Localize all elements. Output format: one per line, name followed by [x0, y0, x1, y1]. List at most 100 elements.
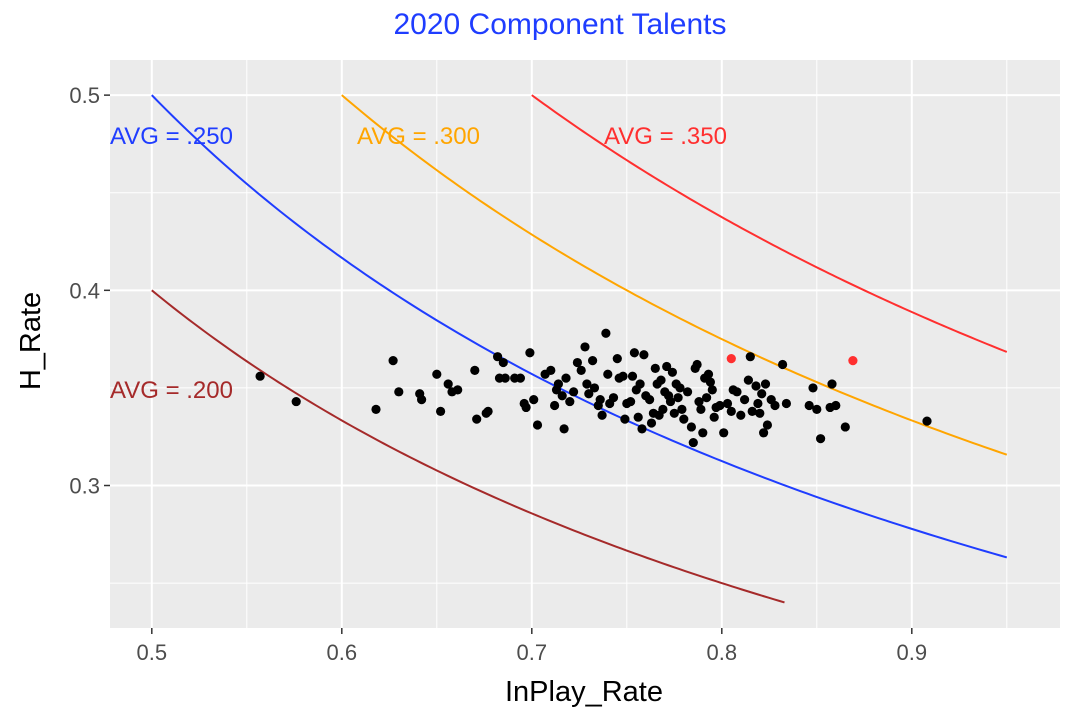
data-point: [637, 424, 647, 434]
data-point: [629, 348, 640, 358]
data-point: [584, 389, 594, 399]
data-point: [665, 396, 676, 407]
data-point: [762, 420, 773, 430]
x-tick-label: 0.6: [327, 640, 358, 665]
data-point: [612, 354, 622, 364]
y-axis-title: H_Rate: [15, 292, 47, 390]
data-point: [719, 428, 729, 438]
data-point: [683, 387, 693, 397]
data-point: [371, 404, 381, 414]
data-point: [620, 414, 630, 424]
data-point: [572, 357, 583, 368]
x-tick-label: 0.5: [137, 640, 168, 665]
data-point: [703, 369, 714, 379]
avg-curve-label: AVG = .200: [110, 377, 233, 404]
data-point: [582, 379, 592, 389]
y-axis-ticks: 0.3 0.4 0.5: [69, 83, 110, 499]
curve-labels: AVG = .200 AVG = .250 AVG = .300 AVG = .350: [110, 123, 727, 404]
data-point: [550, 400, 560, 411]
data-point: [747, 406, 757, 416]
data-point: [521, 402, 531, 413]
data-point: [443, 379, 453, 389]
data-point: [580, 342, 590, 352]
data-point: [745, 352, 755, 362]
data-point: [692, 359, 702, 370]
data-point: [673, 393, 683, 403]
data-point: [656, 375, 666, 385]
data-point: [736, 410, 746, 420]
data-point: [626, 396, 636, 407]
data-point: [635, 379, 645, 389]
y-tick-label: 0.3: [69, 474, 100, 499]
data-point: [559, 424, 569, 434]
avg-curves: [151, 94, 1008, 604]
data-point: [722, 398, 733, 409]
x-tick-label: 0.7: [517, 640, 548, 665]
data-point: [781, 398, 792, 409]
data-point: [662, 361, 672, 372]
data-point: [743, 375, 754, 385]
data-point: [645, 395, 655, 405]
data-point: [601, 328, 611, 338]
data-point: [561, 373, 571, 383]
data-point: [726, 354, 736, 364]
chart-title: 2020 Component Talents: [393, 8, 726, 41]
plot-panel: [110, 60, 1060, 628]
data-point: [483, 406, 493, 416]
data-point: [715, 400, 725, 411]
data-point: [565, 396, 575, 407]
data-point: [848, 355, 858, 366]
data-point: [557, 391, 567, 401]
data-point: [831, 400, 841, 411]
data-point: [755, 408, 765, 418]
data-point: [759, 428, 769, 438]
data-point: [658, 404, 668, 414]
data-point: [553, 379, 564, 389]
avg-curve: [151, 289, 785, 604]
data-point: [827, 379, 837, 389]
y-tick-label: 0.4: [69, 278, 100, 303]
data-point: [669, 408, 679, 418]
data-point: [432, 369, 442, 379]
data-point: [493, 352, 503, 362]
data-point: [546, 365, 556, 375]
avg-curve-label: AVG = .250: [110, 123, 233, 150]
data-point: [525, 348, 535, 358]
data-point: [597, 410, 607, 420]
x-tick-label: 0.9: [897, 640, 928, 665]
data-point: [675, 383, 685, 393]
data-point: [667, 367, 678, 377]
avg-curve-label: AVG = .350: [604, 123, 727, 150]
data-points: [255, 328, 932, 448]
data-point: [470, 365, 480, 375]
data-point: [603, 369, 613, 379]
data-point: [812, 404, 822, 414]
data-point: [808, 383, 818, 393]
data-point: [394, 387, 404, 397]
data-point: [922, 416, 932, 426]
data-point: [627, 371, 638, 381]
data-point: [639, 350, 649, 360]
data-point: [498, 357, 508, 368]
data-point: [436, 406, 446, 416]
data-point: [709, 412, 719, 422]
data-point: [705, 377, 716, 387]
data-point: [576, 365, 586, 375]
data-point: [529, 395, 539, 405]
data-point: [804, 400, 814, 411]
data-point: [453, 385, 463, 395]
x-axis-ticks: 0.5 0.6 0.7 0.8 0.9: [137, 628, 928, 665]
data-point: [618, 371, 628, 381]
data-point: [816, 434, 826, 444]
data-point: [688, 437, 698, 448]
data-point: [679, 414, 689, 424]
x-tick-label: 0.8: [707, 640, 738, 665]
data-point: [595, 395, 605, 405]
data-point: [778, 359, 788, 370]
data-point: [255, 371, 265, 381]
data-point: [770, 400, 780, 411]
data-point: [388, 355, 398, 366]
data-point: [569, 387, 579, 397]
data-point: [532, 420, 543, 430]
